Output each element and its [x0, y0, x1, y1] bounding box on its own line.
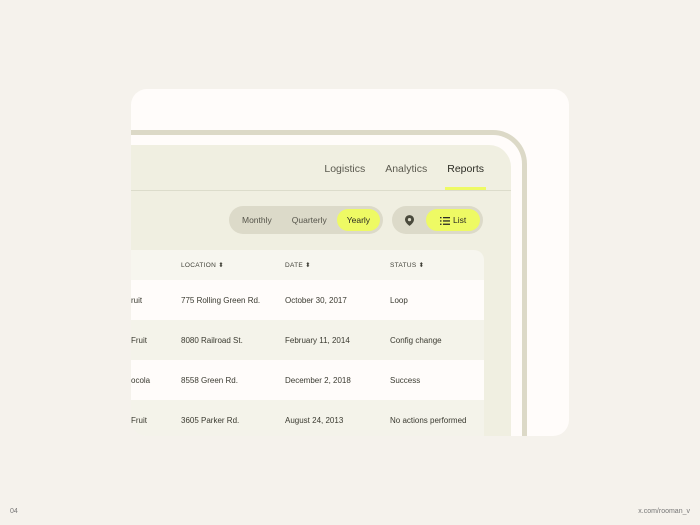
page-number: 04	[10, 508, 18, 515]
period-yearly[interactable]: Yearly	[336, 209, 381, 231]
reports-table: LOCATION ⬍ DATE ⬍ STATUS ⬍ ruit 775 Roll…	[131, 250, 484, 436]
cell-date: December 2, 2018	[285, 375, 351, 385]
table-row[interactable]: Fruit 8080 Railroad St. February 11, 201…	[131, 320, 484, 360]
period-monthly[interactable]: Monthly	[242, 215, 272, 225]
credit-link[interactable]: x.com/rooman_v	[638, 508, 690, 515]
nav-divider	[131, 190, 511, 191]
cell-name: Fruit	[131, 335, 147, 345]
app-panel: Logistics Analytics Reports Monthly Quar…	[131, 145, 511, 436]
list-view-button[interactable]: List	[426, 209, 481, 231]
sort-icon: ⬍	[305, 262, 311, 269]
cell-name: ocola	[131, 375, 151, 385]
cell-date: October 30, 2017	[285, 295, 347, 305]
period-quarterly[interactable]: Quarterly	[291, 215, 327, 225]
header-status[interactable]: STATUS ⬍	[390, 262, 425, 269]
showcase-card: Logistics Analytics Reports Monthly Quar…	[131, 89, 569, 436]
table-row[interactable]: ocola 8558 Green Rd. December 2, 2018 Su…	[131, 360, 484, 400]
header-location[interactable]: LOCATION ⬍	[181, 262, 225, 269]
cell-location: 8080 Railroad St.	[181, 335, 243, 345]
tab-logistics[interactable]: Logistics	[324, 163, 366, 175]
cell-name: Fruit	[131, 415, 147, 425]
cell-date: August 24, 2013	[285, 415, 344, 425]
header-date[interactable]: DATE ⬍	[285, 262, 311, 269]
period-toggle: Monthly Quarterly Yearly	[229, 206, 384, 234]
sort-icon: ⬍	[418, 262, 425, 269]
cell-status: Success	[390, 375, 421, 385]
cell-name: ruit	[131, 295, 143, 305]
device-frame	[131, 130, 527, 436]
sort-icon: ⬍	[218, 262, 225, 269]
top-nav: Logistics Analytics Reports	[324, 163, 486, 190]
tab-reports[interactable]: Reports	[445, 163, 486, 190]
cell-location: 8558 Green Rd.	[181, 375, 238, 385]
tab-analytics[interactable]: Analytics	[385, 163, 428, 175]
table-row[interactable]: Fruit 3605 Parker Rd. August 24, 2013 No…	[131, 400, 484, 436]
cell-location: 775 Rolling Green Rd.	[181, 295, 261, 305]
table-header: LOCATION ⬍ DATE ⬍ STATUS ⬍	[131, 250, 484, 280]
cell-date: February 11, 2014	[285, 335, 350, 345]
cell-status: Config change	[390, 335, 442, 345]
cell-status: Loop	[390, 295, 408, 305]
map-view-button[interactable]	[395, 209, 426, 231]
view-toggle: List	[392, 206, 484, 234]
list-icon	[440, 216, 450, 225]
cell-status: No actions performed	[390, 415, 467, 425]
list-label: List	[453, 215, 467, 225]
cell-location: 3605 Parker Rd.	[181, 415, 240, 425]
table-row[interactable]: ruit 775 Rolling Green Rd. October 30, 2…	[131, 280, 484, 320]
map-pin-icon	[405, 215, 414, 227]
